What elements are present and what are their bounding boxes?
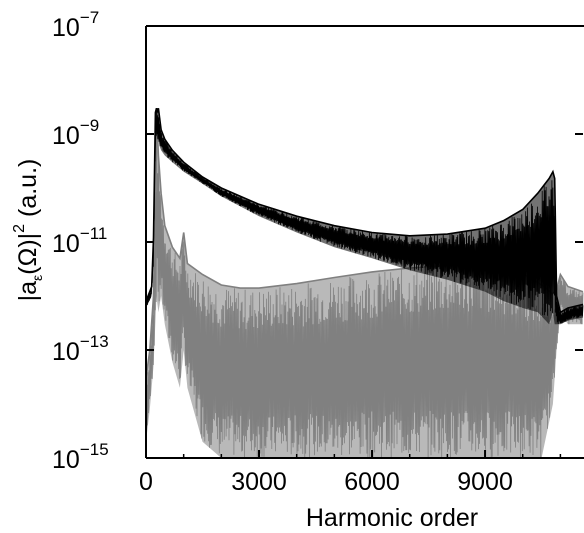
x-axis-title: Harmonic order [306, 504, 478, 532]
y-title-mid: (Ω)| [14, 233, 42, 275]
series-layer [146, 108, 584, 458]
y-axis-title: |aε(Ω)|2 (a.u.) [11, 159, 45, 302]
x-tick-label: 3000 [231, 468, 287, 496]
x-tick-label: 9000 [457, 468, 513, 496]
y-title-sub: ε [29, 275, 45, 281]
series-1 [146, 108, 584, 325]
y-tick-label: 10−11 [52, 224, 107, 258]
y-title-open: |a [14, 281, 42, 301]
y-tick-label: 10−13 [52, 332, 109, 366]
x-tick-label: 0 [139, 468, 153, 496]
ticks: 0 3000 6000 9000 10−15 10−13 10−11 10−9 10−7 [52, 8, 583, 496]
x-tick-label: 6000 [344, 468, 400, 496]
series-upper-edge [146, 108, 584, 314]
y-tick-label: 10−9 [52, 116, 99, 150]
y-title-unit: (a.u.) [14, 159, 42, 224]
y-title-sup: 2 [11, 224, 28, 233]
series-trace [146, 110, 584, 325]
y-tick-label: 10−15 [52, 440, 109, 474]
y-tick-label: 10−7 [52, 8, 99, 42]
